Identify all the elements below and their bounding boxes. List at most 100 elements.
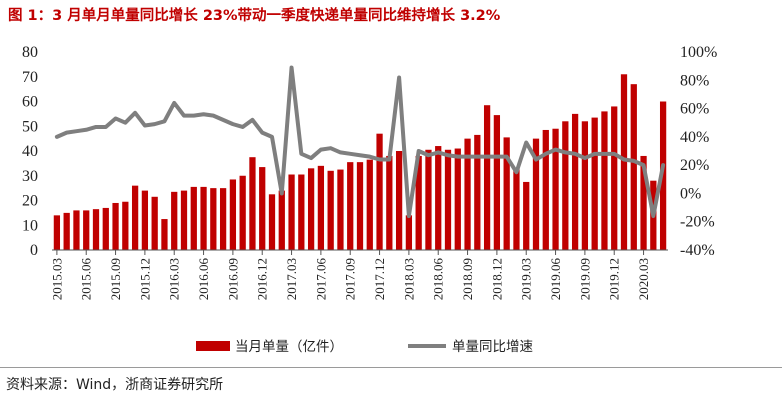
x-tick-label: 2018.06 [431,258,446,301]
x-tick-label: 2018.03 [401,258,416,300]
x-tick-label: 2016.12 [255,258,270,300]
bar [83,210,90,250]
bar [180,190,188,250]
bar [591,117,598,250]
bar [630,84,637,250]
x-tick-label: 2015.03 [49,258,64,300]
right-tick-label: 60% [680,101,709,118]
bar [532,138,540,251]
source-note: 资料来源：Wind，浙商证券研究所 [6,377,224,393]
bar [620,74,628,250]
bar [210,188,217,251]
legend-bar-swatch [196,341,230,351]
bar [523,181,530,250]
bar [298,174,305,250]
left-tick-label: 80 [22,44,38,61]
bar [131,185,139,250]
bar [454,148,461,250]
growth-line [54,65,666,219]
bar [493,115,501,250]
bar [161,219,168,250]
bar [581,121,589,250]
bar [317,165,325,250]
x-tick-label: 2016.09 [225,258,240,300]
bar [376,133,383,250]
left-tick-label: 60 [22,94,38,111]
right-tick-label: -40% [680,242,715,259]
x-tick-label: 2017.06 [313,258,328,301]
bar [288,174,295,250]
x-tick-label: 2019.09 [577,258,592,300]
bar [415,155,422,250]
left-tick-label: 70 [22,69,38,86]
left-y-axis: 0 10 20 30 40 50 60 70 80 [22,44,38,259]
bar [53,215,61,250]
bar [259,167,266,250]
x-tick-label: 2015.09 [108,258,123,300]
source-divider [0,367,782,368]
bar [347,162,354,250]
bar [503,137,510,250]
x-tick-label: 2015.12 [137,258,152,300]
legend-label-volume: 当月单量（亿件） [235,339,343,355]
bar [141,190,149,250]
x-tick-label: 2017.09 [343,258,358,300]
x-tick-label: 2018.12 [489,258,504,300]
bar [102,207,109,250]
left-tick-label: 20 [22,193,38,210]
bar [200,186,207,250]
bar [513,168,520,250]
right-tick-label: 40% [680,129,709,146]
x-tick-label: 2017.12 [372,258,387,300]
bar [464,138,471,251]
bar [552,128,559,250]
bar [190,186,197,250]
bar [249,157,256,250]
left-tick-label: 50 [22,118,38,135]
right-tick-label: 0% [680,185,701,202]
x-tick-label: 2016.06 [196,258,211,301]
chart: 0 10 20 30 40 50 60 70 80 -40% -20% 0% 20% 40% 60% 80%… [22,44,717,355]
bar [112,202,119,250]
bar [435,146,442,250]
bar [151,196,158,250]
bar [239,175,246,250]
bar [73,210,80,250]
bar [92,209,100,250]
left-tick-label: 30 [22,168,38,185]
left-tick-label: 40 [22,143,38,160]
legend: 当月单量（亿件） 单量同比增速 [196,339,533,355]
bar [601,111,608,251]
right-tick-label: 80% [680,72,709,89]
x-tick-label: 2016.03 [167,258,182,300]
bar [425,149,432,250]
bar [386,155,393,250]
x-tick-label: 2018.09 [460,258,475,300]
bar [219,188,227,251]
bar [571,113,579,251]
bar [356,162,364,250]
plot-area [52,65,668,251]
bar [327,170,334,250]
bar [122,201,129,250]
bar [483,105,491,251]
bar [268,194,276,250]
bar [611,106,618,250]
x-tick-label: 2019.03 [519,258,534,300]
bar [366,159,373,250]
bar [659,101,667,250]
right-tick-label: 100% [680,44,717,61]
left-tick-label: 10 [22,217,38,234]
x-axis: 2015.03 2015.06 2015.09 2015.12 2016.03 2016.… [49,250,651,300]
bar [640,155,647,250]
bar [278,190,285,250]
x-tick-label: 2020.03 [636,258,651,300]
right-tick-label: 20% [680,157,709,174]
bar [307,168,315,250]
bar [229,179,237,250]
chart-title: 图 1：3 月单月单量同比增长 23%带动一季度快递单量同比维持增长 3.2% [8,8,501,24]
x-tick-label: 2017.03 [284,258,299,300]
bar [337,169,344,250]
bar [63,212,70,251]
bar [395,151,403,250]
